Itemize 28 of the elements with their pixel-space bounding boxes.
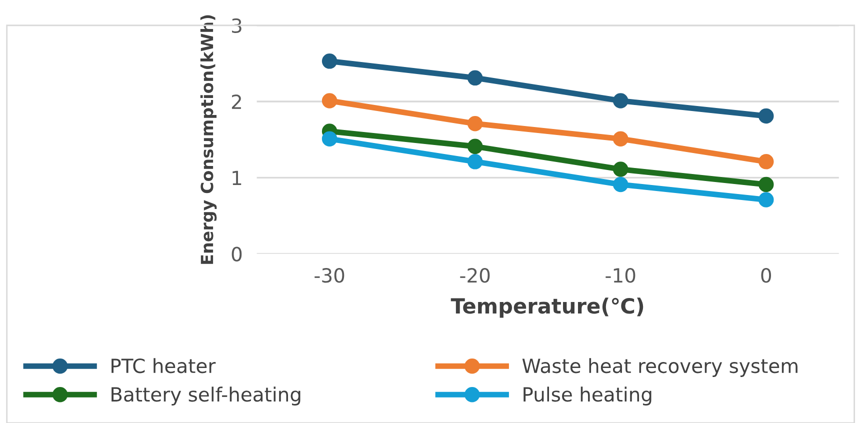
x-axis-title: Temperature(℃) <box>450 298 644 318</box>
point <box>612 162 628 177</box>
x-tick-label: -30 <box>314 268 344 283</box>
legend-label: Waste heat recovery system <box>522 358 798 377</box>
y-tick-label: 1 <box>232 170 242 186</box>
point <box>467 154 483 170</box>
point <box>322 93 338 108</box>
legend-label: Pulse heating <box>524 386 652 406</box>
y-tick-label: 0 <box>232 246 242 262</box>
legend-label: PTC heater <box>112 358 216 374</box>
x-tick-label: -20 <box>460 268 490 283</box>
point <box>758 108 774 124</box>
y-tick-label: 2 <box>232 94 241 109</box>
point <box>467 70 483 86</box>
legend-label: Battery self-heating <box>112 386 300 406</box>
point <box>758 192 774 208</box>
x-tick-label: -10 <box>606 268 636 283</box>
point <box>612 93 628 108</box>
point <box>612 131 628 146</box>
point <box>467 116 483 132</box>
point <box>467 138 483 154</box>
point <box>322 54 338 69</box>
y-axis-title: Energy Consumption(kWh) <box>200 15 217 264</box>
point <box>758 176 774 192</box>
x-tick-label: 0 <box>761 268 772 283</box>
point <box>758 154 774 170</box>
point <box>322 131 338 146</box>
point <box>612 176 628 192</box>
